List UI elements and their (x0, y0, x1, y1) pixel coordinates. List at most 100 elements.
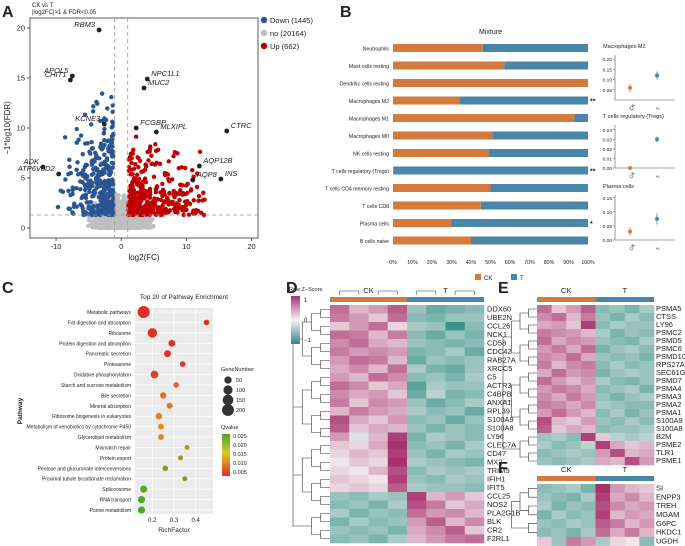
pathway-dot (166, 402, 173, 409)
heatmap-f-cell (595, 492, 611, 502)
point-down (74, 167, 79, 173)
heatmap-e-gene-label: PSMA4 (656, 384, 681, 393)
point-up (183, 165, 188, 171)
heatmap-d-cell (464, 441, 485, 450)
heatmap-e-cell (566, 321, 582, 330)
heatmap-f-cell (639, 528, 655, 538)
heatmap-d-cell (464, 466, 485, 476)
heatmap-e-cell (610, 377, 626, 386)
heatmap-e-cell (551, 441, 567, 450)
mixture-legend-label: T (520, 276, 524, 282)
heatmap-e-cell (610, 305, 626, 314)
point-down (87, 212, 92, 217)
heatmap-e-cell (624, 393, 640, 402)
mixture-row-label: T cells CD8 (362, 204, 389, 210)
heatmap-d-cell (426, 509, 446, 518)
gene-label-FCGBP: FCGBP (140, 118, 166, 127)
pathway-row-label: Mineral absorption (90, 404, 131, 410)
heatmap-d-cell (368, 466, 389, 476)
point-down (101, 210, 106, 215)
heatmap-d-cell (445, 339, 466, 348)
heatmap-d-dendrogram (292, 308, 330, 540)
heatmap-f-cell (551, 528, 567, 538)
heatmap-d-cell (464, 356, 485, 365)
point-up (178, 188, 183, 193)
y-tick-label: 0 (21, 224, 25, 233)
heatmap-d-cell (426, 517, 446, 527)
mixture-bar-ck (393, 44, 483, 52)
pathway-dot (150, 370, 159, 379)
point-up (128, 172, 133, 177)
heatmap-e-cell (610, 457, 626, 466)
point-down (103, 180, 108, 185)
heatmap-e-gene-label: PSMC6 (656, 344, 682, 353)
mixture-bar-t (504, 61, 588, 70)
heatmap-d-cell (445, 347, 466, 357)
point-no (121, 193, 126, 199)
size-legend-label: 200 (236, 408, 245, 414)
point-down (96, 194, 102, 200)
point-up (194, 184, 200, 190)
heatmap-d-cell (445, 475, 466, 484)
heatmap-d-cell (426, 373, 446, 382)
heatmap-d-cell (349, 313, 369, 323)
heatmap-d-cell (464, 347, 485, 357)
heatmap-e-cell (624, 361, 640, 370)
heatmap-d-cell (426, 483, 446, 493)
point-up (166, 159, 171, 164)
point-down (83, 184, 88, 189)
gene-label-INS: INS (225, 169, 238, 178)
heatmap-f-cell (551, 484, 567, 494)
heatmap-e-cell (624, 409, 640, 418)
heatmap-d-cell (445, 500, 466, 510)
point-up (136, 164, 141, 170)
heatmap-e-cell (639, 457, 655, 466)
heatmap-e-cell (624, 457, 640, 466)
heatmap-d-cell (407, 322, 427, 331)
point-up (145, 149, 150, 155)
heatmap-e-cell (580, 329, 596, 338)
point-up (201, 212, 207, 218)
point-up (197, 149, 203, 154)
point-down (110, 103, 115, 108)
heatmap-d-cell (445, 330, 466, 340)
heatmap-d-cell (464, 330, 485, 340)
heatmap-e-cell (551, 313, 567, 322)
heatmap-d-cell (330, 432, 350, 442)
heatmap-d-cell (387, 330, 408, 340)
point-down (91, 171, 96, 176)
heatmap-e-cell (639, 441, 655, 450)
heatmap-e-gene-label: RPS27A (656, 360, 685, 369)
heatmap-d-cell (426, 534, 446, 544)
gene-point-CTRC (224, 128, 230, 134)
point-up (129, 160, 134, 166)
pathway-row-label: Protein export (100, 456, 132, 462)
point-up (126, 207, 131, 213)
heatmap-f-gene-label: HKDC1 (656, 528, 681, 537)
heatmap-e-gene-label: PSMD5 (656, 336, 682, 345)
mini-ytick-label: 0.00 (603, 166, 613, 172)
heatmap-d-gene-label: IFIH1 (487, 474, 505, 483)
pathway-row-label: Glycerolipid metabolism (78, 435, 131, 441)
heatmap-d-cell (464, 475, 485, 484)
point-up (182, 199, 188, 204)
heatmap-d-cell (330, 458, 350, 467)
y-tick-label: 15 (17, 74, 25, 83)
point-up (175, 210, 180, 215)
heatmap-f-cell (639, 501, 655, 511)
heatmap-e-cell (595, 305, 611, 314)
point-up (181, 212, 186, 218)
point-no (104, 218, 110, 224)
point-down (83, 195, 89, 201)
heatmap-e-cell (595, 377, 611, 386)
heatmap-f-cell (610, 484, 626, 494)
color-legend-label: 0.025 (233, 434, 247, 440)
heatmap-d-cell (464, 390, 485, 399)
heatmap-e-cell (639, 425, 655, 434)
point-down (55, 204, 61, 210)
x-tick-label: 10 (182, 242, 190, 251)
heatmap-d-cell (407, 517, 427, 527)
mixture-bar-t (490, 184, 588, 192)
heatmap-e-cell (580, 457, 596, 466)
